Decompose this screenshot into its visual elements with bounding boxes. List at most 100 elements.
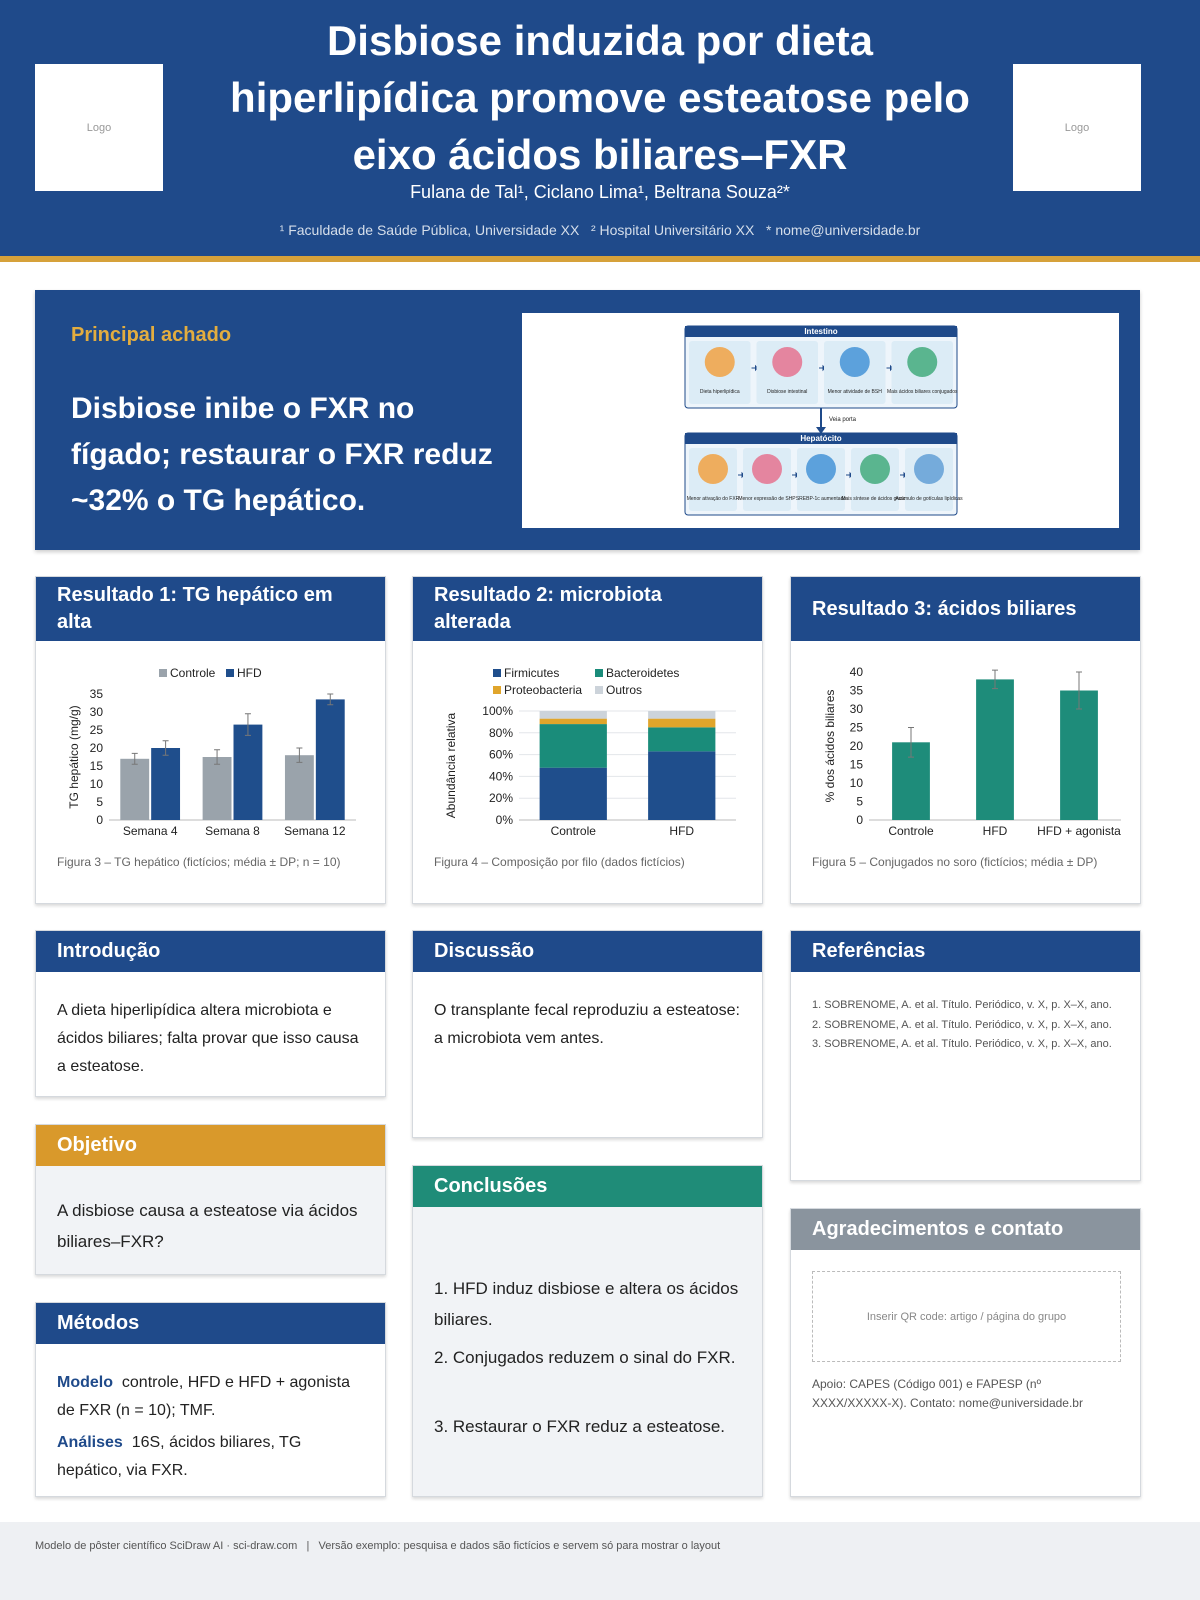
intro-card: Introdução A dieta hiperlipídica altera … — [35, 930, 386, 1097]
error-bar — [162, 740, 169, 756]
step-icon — [860, 454, 890, 484]
methods-item: Análises 16S, ácidos biliares, TG hepáti… — [57, 1429, 364, 1485]
card-text: A disbiose causa a esteatose via ácidos … — [57, 1201, 358, 1251]
step-icon — [914, 454, 944, 484]
y-tick-label: 5 — [856, 795, 863, 809]
legend-swatch — [595, 686, 603, 694]
key-label: Principal achado — [71, 324, 232, 346]
references-card: Referências 1. SOBRENOME, A. et al. Títu… — [790, 930, 1141, 1181]
conclusion-item: 3. Restaurar o FXR reduz a esteatose. — [434, 1417, 726, 1436]
chart: 0% 20% 40% 60% 80% 100% Abundância relativa Con… — [444, 666, 736, 838]
error-bar — [131, 752, 138, 765]
footer-left: Modelo de pôster científico SciDraw AI ·… — [35, 1540, 298, 1552]
chart: 0 5 10 15 20 25 30 35 TG hepático (mg/g) Semana 4… — [67, 666, 356, 838]
y-tick-label: 35 — [90, 687, 104, 701]
legend-swatch — [493, 686, 501, 694]
card-text: A dieta hiperlipídica altera microbiota … — [57, 1002, 359, 1075]
step-icon — [704, 347, 735, 377]
step-label: Menor expressão de SHP — [738, 496, 796, 502]
y-tick-label: 30 — [850, 702, 864, 716]
chart: 0 5 10 15 20 25 30 35 40 % dos ácidos biliares Con… — [823, 665, 1121, 838]
bar-segment — [648, 718, 716, 728]
caption: Figura 5 – Conjugados no soro (fictícios… — [812, 855, 1098, 869]
reference: 2. SOBRENOME, A. et al. Título. Periódic… — [812, 1019, 1112, 1031]
ack-card: Agradecimentos e contato Inserir QR code… — [790, 1208, 1141, 1497]
bar-segment — [648, 711, 716, 719]
y-tick-label: 0 — [856, 813, 863, 827]
y-tick-label: 60% — [489, 748, 513, 762]
conclusion-item: 1. HFD induz disbiose e altera os ácidos… — [434, 1279, 739, 1329]
link-head — [816, 427, 826, 434]
y-tick-label: 5 — [96, 795, 103, 809]
card-title: Agradecimentos e contato — [791, 1209, 1140, 1250]
step-label: Mais ácidos biliares conjugados — [887, 389, 958, 395]
error-bar — [992, 669, 998, 690]
step-icon — [806, 454, 836, 484]
bar — [151, 748, 181, 820]
y-tick-label: 40% — [489, 769, 513, 783]
bar — [1060, 690, 1098, 820]
panel-title: Intestino — [804, 327, 837, 336]
y-tick-label: 0 — [96, 813, 103, 827]
title: Disbiose induzida por dieta hiperlipídic… — [230, 17, 970, 178]
x-tick-label: HFD — [669, 824, 694, 838]
ack-text: Apoio: CAPES (Código 001) e FAPESP (nº X… — [812, 1377, 1083, 1410]
bar — [233, 724, 263, 820]
panel-header — [685, 326, 957, 337]
x-tick-label: HFD + agonista — [1037, 824, 1121, 838]
card-title: Objetivo — [36, 1125, 385, 1166]
card-text: O transplante fecal reproduziu a esteato… — [434, 1002, 740, 1047]
y-axis-label: % dos ácidos biliares — [823, 690, 837, 803]
legend-label: HFD — [237, 666, 262, 680]
caption: Figura 3 – TG hepático (fictícios; média… — [57, 855, 341, 869]
methods-label: Análises — [57, 1434, 123, 1451]
header-rule — [0, 256, 1200, 262]
y-tick-label: 40 — [850, 665, 864, 679]
methods-item: Modelo controle, HFD e HFD + agonista de… — [57, 1369, 364, 1425]
step-label: SREBP-1c aumentado — [796, 496, 847, 502]
logo: Logo — [1013, 64, 1141, 191]
y-axis-label: TG hepático (mg/g) — [67, 705, 81, 808]
methods-card: Métodos Modelo controle, HFD e HFD + ago… — [35, 1302, 386, 1497]
step-label: Mais síntese de ácidos graxos — [841, 496, 909, 502]
y-tick-label: 0% — [496, 813, 514, 827]
step-icon — [907, 347, 938, 377]
methods-text: controle, HFD e HFD + agonista de FXR (n… — [57, 1374, 350, 1419]
card-title: Resultado 3: ácidos biliares — [791, 577, 1140, 641]
conclusions-card: Conclusões 1. HFD induz disbiose e alter… — [412, 1165, 763, 1497]
footer-sep: | — [306, 1540, 310, 1552]
y-tick-label: 20 — [850, 739, 864, 753]
bar-segment — [648, 751, 716, 820]
card-title: Discussão — [413, 931, 762, 972]
y-tick-label: 80% — [489, 726, 513, 740]
affiliations: ¹ Faculdade de Saúde Pública, Universida… — [279, 222, 921, 238]
error-bar — [327, 693, 334, 706]
card-title: Métodos — [36, 1303, 385, 1344]
x-tick-label: Semana 12 — [284, 824, 346, 838]
qr-placeholder: Inserir QR code: artigo / página do grup… — [812, 1271, 1121, 1362]
y-tick-label: 35 — [850, 684, 864, 698]
bar — [315, 699, 345, 820]
error-bar — [296, 747, 303, 763]
diagram: Intestino Dieta hiperlipídica Disbiose int… — [522, 313, 1119, 528]
y-tick-label: 20% — [489, 791, 513, 805]
legend-swatch — [226, 669, 234, 677]
bar-segment — [539, 724, 607, 768]
reference: 3. SOBRENOME, A. et al. Título. Periódic… — [812, 1038, 1112, 1050]
y-tick-label: 15 — [90, 759, 104, 773]
y-axis-label: Abundância relativa — [444, 712, 458, 818]
legend-swatch — [595, 669, 603, 677]
y-tick-label: 20 — [90, 741, 104, 755]
result-card: Resultado 3: ácidos biliares 0 5 10 15 20 25 3… — [790, 576, 1141, 904]
x-tick-label: Controle — [888, 824, 934, 838]
logo: Logo — [35, 64, 163, 191]
y-tick-label: 10 — [90, 777, 104, 791]
bar-segment — [539, 711, 607, 719]
error-bar — [908, 727, 914, 758]
step-icon — [772, 347, 803, 377]
caption: Figura 4 – Composição por filo (dados fi… — [434, 855, 685, 869]
bar — [976, 679, 1014, 820]
legend-label: Firmicutes — [504, 666, 559, 680]
legend-label: Proteobacteria — [504, 683, 582, 697]
